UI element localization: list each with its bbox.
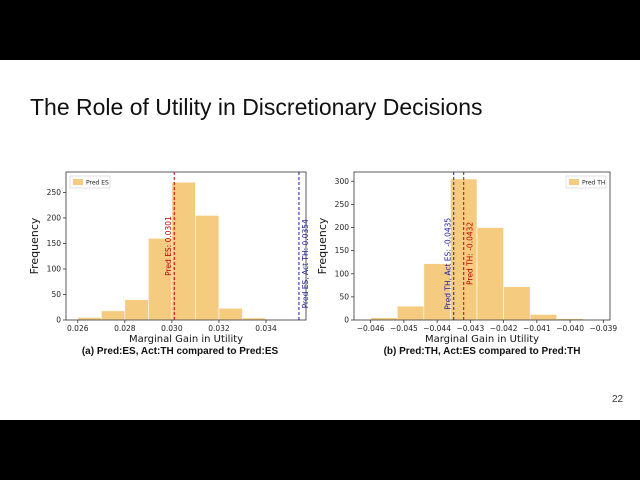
x-tick-label: 0.028 — [114, 324, 136, 333]
x-tick-label: −0.041 — [523, 324, 551, 333]
y-tick-label: 200 — [47, 213, 62, 222]
x-tick-label: −0.044 — [423, 324, 451, 333]
x-tick-label: −0.046 — [357, 324, 385, 333]
plot-frame — [353, 171, 611, 321]
caption-b: (b) Pred:TH, Act:ES compared to Pred:TH — [383, 346, 581, 357]
histogram-bar — [503, 286, 531, 321]
legend-swatch — [569, 179, 579, 185]
histogram-a: Pred ES: 0.0301 Pred ES, Act TH: 0.0354 0.… — [28, 171, 310, 345]
y-tick-label: 150 — [335, 246, 350, 255]
legend-swatch — [73, 179, 83, 185]
page-number: 22 — [612, 394, 624, 405]
reference-line-label: Pred ES, Act TH: 0.0354 — [301, 219, 310, 308]
y-tick-label: 0 — [344, 316, 349, 325]
y-tick-label: 100 — [47, 264, 62, 273]
y-tick-label: 100 — [335, 269, 350, 278]
histogram-bar — [423, 263, 451, 321]
histogram-bar — [195, 215, 220, 321]
x-tick-label: −0.042 — [490, 324, 518, 333]
histogram-bar — [218, 307, 243, 321]
y-axis-label: Frequency — [28, 217, 41, 274]
x-axis-label: Marginal Gain in Utility — [129, 334, 243, 345]
y-tick-label: 250 — [335, 200, 350, 209]
y-tick-label: 150 — [47, 239, 62, 248]
y-tick-label: 0 — [56, 316, 61, 325]
reference-line-label: Pred TH, Act ES: -0.0435 — [444, 218, 453, 310]
x-tick-label: 0.032 — [208, 324, 230, 333]
reference-line-label: Pred ES: 0.0301 — [164, 216, 173, 276]
x-tick-label: −0.040 — [556, 324, 584, 333]
histogram-bar — [476, 227, 504, 321]
histogram-bar — [171, 181, 196, 321]
y-tick-label: 300 — [335, 177, 350, 186]
caption-a: (a) Pred:ES, Act:TH compared to Pred:ES — [81, 346, 279, 357]
histogram-bar — [529, 314, 558, 321]
histogram-bar — [100, 310, 126, 321]
x-tick-label: 0.030 — [161, 324, 183, 333]
x-tick-label: −0.045 — [390, 324, 418, 333]
x-tick-label: −0.043 — [456, 324, 484, 333]
reference-line-label: Pred TH: -0.0432 — [466, 222, 475, 285]
slide: The Role of Utility in Discretionary Dec… — [0, 60, 640, 420]
y-tick-label: 50 — [51, 290, 61, 299]
slide-title: The Role of Utility in Discretionary Dec… — [30, 94, 483, 120]
legend-label: Pred ES — [86, 180, 109, 187]
x-axis-label: Marginal Gain in Utility — [425, 334, 539, 345]
histogram-bar — [396, 305, 425, 321]
y-tick-label: 200 — [335, 223, 350, 232]
y-tick-label: 50 — [339, 292, 349, 301]
x-tick-label: −0.039 — [589, 324, 617, 333]
y-tick-label: 250 — [47, 188, 62, 197]
plot-frame — [65, 171, 307, 321]
y-axis-label: Frequency — [316, 217, 329, 274]
histogram-b: Pred TH, Act ES: -0.0435 Pred TH: -0.0432… — [316, 171, 617, 345]
legend-label: Pred TH — [582, 180, 605, 187]
histogram-bar — [124, 299, 149, 321]
x-tick-label: 0.026 — [67, 324, 89, 333]
x-tick-label: 0.034 — [255, 324, 277, 333]
